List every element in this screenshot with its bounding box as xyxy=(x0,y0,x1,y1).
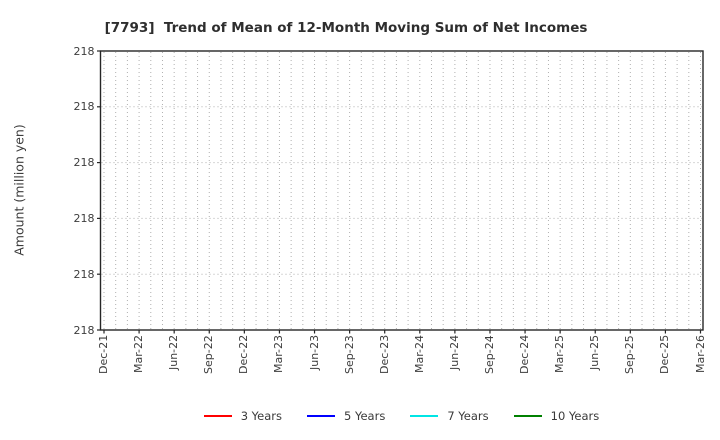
x-tick-label: Mar-26 xyxy=(693,335,707,374)
x-tick-label: Jun-24 xyxy=(447,335,461,371)
legend-label: 3 Years xyxy=(240,409,283,423)
legend: 3 Years 5 Years 7 Years 10 Years xyxy=(100,404,703,428)
plot-border xyxy=(99,50,704,331)
x-tick-label: Mar-24 xyxy=(412,335,426,374)
x-tick-label: Mar-25 xyxy=(553,335,567,374)
legend-line-swatch xyxy=(513,415,542,417)
legend-label: 5 Years xyxy=(344,409,386,423)
legend-line-swatch xyxy=(307,415,336,417)
legend-item: 5 Years xyxy=(307,409,385,423)
x-tick-label: Dec-22 xyxy=(237,335,251,375)
x-tick-label: Sep-25 xyxy=(623,335,637,374)
y-tick-label: 218 xyxy=(73,323,95,337)
x-tick-label: Mar-22 xyxy=(132,335,146,374)
legend-line-swatch xyxy=(203,415,232,417)
x-tick-label: Jun-22 xyxy=(167,335,181,371)
x-tick-label: Mar-23 xyxy=(272,335,286,374)
legend-item: 10 Years xyxy=(513,409,600,423)
y-tick-label: 218 xyxy=(73,44,95,58)
y-tick-label: 218 xyxy=(73,100,95,114)
legend-item: 7 Years xyxy=(410,409,489,423)
x-tick-label: Sep-24 xyxy=(482,335,496,374)
y-tick-label: 218 xyxy=(73,267,95,281)
x-tick-label: Jun-25 xyxy=(588,335,602,371)
x-tick-label: Sep-23 xyxy=(342,335,356,374)
chart-title: [7793] Trend of Mean of 12-Month Moving … xyxy=(104,20,588,36)
x-tick-label: Sep-22 xyxy=(202,335,216,374)
legend-label: 7 Years xyxy=(447,409,489,423)
x-tick-label: Jun-23 xyxy=(307,335,321,371)
legend-line-swatch xyxy=(410,415,439,417)
legend-item: 3 Years xyxy=(203,409,283,423)
x-tick-label: Dec-25 xyxy=(658,335,672,375)
y-tick-label: 218 xyxy=(73,211,95,225)
legend-label: 10 Years xyxy=(550,409,600,423)
x-tick-label: Dec-21 xyxy=(97,335,110,375)
x-tick-label: Dec-24 xyxy=(518,335,532,375)
x-tick-label: Dec-23 xyxy=(377,335,391,375)
y-tick-label: 218 xyxy=(73,156,95,170)
